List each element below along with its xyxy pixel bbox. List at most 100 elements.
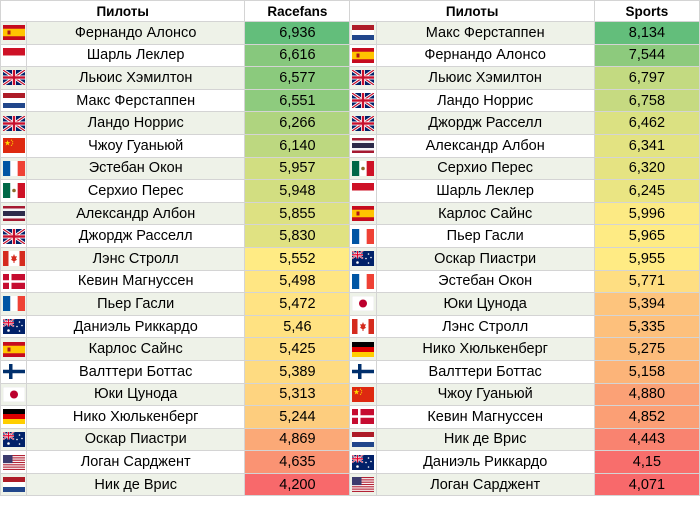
left-driver-name[interactable]: Валттери Боттас — [26, 359, 246, 384]
left-rating-value[interactable]: 6,936 — [244, 21, 351, 45]
ratings-table: Пилоты Racefans Пилоты Sports Фернандо А… — [0, 0, 700, 497]
right-flag-spain-icon — [349, 201, 377, 226]
left-rating-value[interactable]: 5,830 — [244, 224, 351, 248]
right-name-header[interactable]: Пилоты — [349, 0, 595, 22]
table-body: Фернандо Алонсо 6,936 Макс Ферстаппен 8,134… — [0, 21, 700, 497]
table-row: Макс Ферстаппен 6,551 Ландо Норрис 6,758 — [0, 88, 700, 113]
right-driver-name[interactable]: Серхио Перес — [375, 156, 595, 181]
left-driver-name[interactable]: Пьер Гасли — [26, 292, 246, 316]
right-driver-name[interactable]: Шарль Леклер — [375, 179, 595, 203]
left-rating-value[interactable]: 6,616 — [244, 43, 351, 68]
right-driver-name[interactable]: Фернандо Алонсо — [375, 43, 595, 68]
right-driver-name[interactable]: Ландо Норрис — [375, 88, 595, 113]
right-rating-value[interactable]: 5,158 — [593, 359, 700, 384]
left-driver-name[interactable]: Юки Цунода — [26, 382, 246, 407]
right-driver-name[interactable]: Эстебан Окон — [375, 269, 595, 294]
left-rating-value[interactable]: 5,46 — [244, 314, 351, 339]
left-rating-value[interactable]: 5,313 — [244, 382, 351, 407]
left-driver-name[interactable]: Макс Ферстаппен — [26, 88, 246, 113]
left-driver-name[interactable]: Кевин Магнуссен — [26, 269, 246, 294]
right-driver-name[interactable]: Пьер Гасли — [375, 224, 595, 248]
left-rating-value[interactable]: 5,552 — [244, 246, 351, 271]
table-row: Нико Хюлькенберг 5,244 Кевин Магнуссен 4,85… — [0, 405, 700, 429]
left-rating-value[interactable]: 5,855 — [244, 201, 351, 226]
left-rating-value[interactable]: 6,266 — [244, 111, 351, 135]
table-row: Александр Албон 5,855 Карлос Сайнс 5,996 — [0, 201, 700, 226]
right-driver-name[interactable]: Юки Цунода — [375, 292, 595, 316]
left-rating-value[interactable]: 5,957 — [244, 156, 351, 181]
right-rating-value[interactable]: 7,544 — [593, 43, 700, 68]
left-driver-name[interactable]: Ландо Норрис — [26, 111, 246, 135]
right-rating-value[interactable]: 6,320 — [593, 156, 700, 181]
left-name-header[interactable]: Пилоты — [0, 0, 246, 22]
right-driver-name[interactable]: Логан Сарджент — [375, 472, 595, 497]
left-rating-value[interactable]: 5,389 — [244, 359, 351, 384]
right-rating-value[interactable]: 4,15 — [593, 450, 700, 474]
right-rating-value[interactable]: 6,341 — [593, 133, 700, 158]
left-driver-name[interactable]: Шарль Леклер — [26, 43, 246, 68]
left-driver-name[interactable]: Эстебан Окон — [26, 156, 246, 181]
right-rating-value[interactable]: 5,771 — [593, 269, 700, 294]
left-flag-canada-icon — [0, 246, 28, 271]
left-rating-value[interactable]: 6,577 — [244, 66, 351, 90]
right-rating-value[interactable]: 4,852 — [593, 405, 700, 429]
right-rating-value[interactable]: 6,245 — [593, 179, 700, 203]
left-driver-name[interactable]: Ник де Врис — [26, 472, 246, 497]
right-driver-name[interactable]: Макс Ферстаппен — [375, 21, 595, 45]
left-driver-name[interactable]: Оскар Пиастри — [26, 427, 246, 452]
right-driver-name[interactable]: Ник де Врис — [375, 427, 595, 452]
table-row: Чжоу Гуаньюй 6,140 Александр Албон 6,341 — [0, 133, 700, 158]
right-driver-name[interactable]: Льюис Хэмилтон — [375, 66, 595, 90]
left-driver-name[interactable]: Александр Албон — [26, 201, 246, 226]
left-driver-name[interactable]: Логан Сарджент — [26, 450, 246, 474]
left-driver-name[interactable]: Джордж Расселл — [26, 224, 246, 248]
left-rating-value[interactable]: 5,244 — [244, 405, 351, 429]
right-flag-monaco-icon — [349, 179, 377, 203]
right-rating-value[interactable]: 6,462 — [593, 111, 700, 135]
racefans-header[interactable]: Racefans — [244, 0, 351, 22]
right-driver-name[interactable]: Лэнс Стролл — [375, 314, 595, 339]
left-driver-name[interactable]: Даниэль Риккардо — [26, 314, 246, 339]
sports-header[interactable]: Sports — [593, 0, 700, 22]
right-driver-name[interactable]: Даниэль Риккардо — [375, 450, 595, 474]
left-driver-name[interactable]: Фернандо Алонсо — [26, 21, 246, 45]
right-rating-value[interactable]: 5,955 — [593, 246, 700, 271]
right-rating-value[interactable]: 5,394 — [593, 292, 700, 316]
right-driver-name[interactable]: Оскар Пиастри — [375, 246, 595, 271]
right-driver-name[interactable]: Валттери Боттас — [375, 359, 595, 384]
right-rating-value[interactable]: 4,443 — [593, 427, 700, 452]
left-rating-value[interactable]: 4,635 — [244, 450, 351, 474]
right-rating-value[interactable]: 5,996 — [593, 201, 700, 226]
right-driver-name[interactable]: Александр Албон — [375, 133, 595, 158]
left-rating-value[interactable]: 5,498 — [244, 269, 351, 294]
left-driver-name[interactable]: Чжоу Гуаньюй — [26, 133, 246, 158]
right-rating-value[interactable]: 5,965 — [593, 224, 700, 248]
left-driver-name[interactable]: Карлос Сайнс — [26, 337, 246, 361]
left-rating-value[interactable]: 4,869 — [244, 427, 351, 452]
right-rating-value[interactable]: 6,758 — [593, 88, 700, 113]
right-rating-value[interactable]: 8,134 — [593, 21, 700, 45]
left-rating-value[interactable]: 4,200 — [244, 472, 351, 497]
left-rating-value[interactable]: 5,472 — [244, 292, 351, 316]
right-rating-value[interactable]: 4,071 — [593, 472, 700, 497]
right-driver-name[interactable]: Нико Хюлькенберг — [375, 337, 595, 361]
left-driver-name[interactable]: Лэнс Стролл — [26, 246, 246, 271]
left-driver-name[interactable]: Льюис Хэмилтон — [26, 66, 246, 90]
right-driver-name[interactable]: Чжоу Гуаньюй — [375, 382, 595, 407]
left-rating-value[interactable]: 6,551 — [244, 88, 351, 113]
left-rating-value[interactable]: 5,948 — [244, 179, 351, 203]
left-rating-value[interactable]: 6,140 — [244, 133, 351, 158]
right-driver-name[interactable]: Кевин Магнуссен — [375, 405, 595, 429]
right-rating-value[interactable]: 5,275 — [593, 337, 700, 361]
right-driver-name[interactable]: Джордж Расселл — [375, 111, 595, 135]
right-driver-name[interactable]: Карлос Сайнс — [375, 201, 595, 226]
left-rating-value[interactable]: 5,425 — [244, 337, 351, 361]
table-row: Льюис Хэмилтон 6,577 Льюис Хэмилтон 6,797 — [0, 66, 700, 90]
right-flag-uk-icon — [349, 66, 377, 90]
left-flag-australia-icon — [0, 427, 28, 452]
left-driver-name[interactable]: Нико Хюлькенберг — [26, 405, 246, 429]
right-rating-value[interactable]: 5,335 — [593, 314, 700, 339]
left-driver-name[interactable]: Серхио Перес — [26, 179, 246, 203]
right-rating-value[interactable]: 6,797 — [593, 66, 700, 90]
right-rating-value[interactable]: 4,880 — [593, 382, 700, 407]
